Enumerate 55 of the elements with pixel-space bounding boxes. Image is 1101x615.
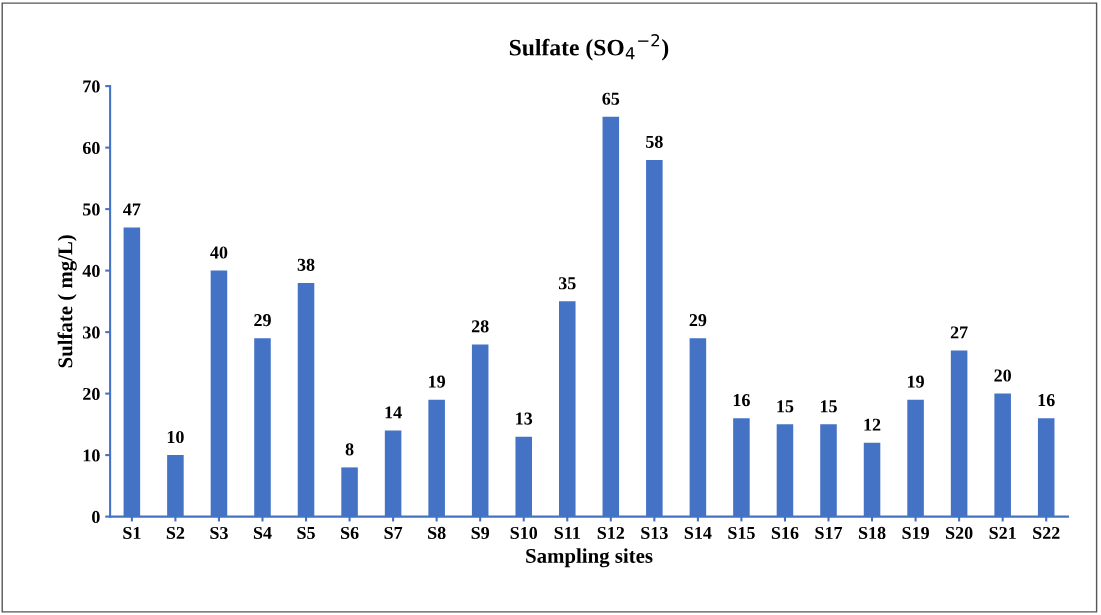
x-tick-label: S18 — [858, 526, 886, 540]
x-tick-label: S9 — [471, 526, 490, 540]
data-label: 14 — [385, 406, 402, 419]
x-tick-label: S22 — [1033, 526, 1060, 540]
y-tick-label: 40 — [82, 264, 100, 278]
data-label: 8 — [345, 443, 354, 456]
chart-title: Sulfate (SO$_{4}$$^{−2}$) — [509, 34, 669, 61]
data-label: 29 — [254, 314, 271, 327]
x-tick-label: S15 — [728, 526, 755, 540]
x-tick-label: S8 — [428, 526, 446, 540]
data-label: 65 — [602, 92, 620, 105]
x-tick-label: S14 — [684, 526, 712, 540]
x-tick-label: S7 — [384, 526, 403, 540]
y-tick-label: 60 — [82, 141, 100, 155]
data-label: 16 — [1038, 394, 1055, 407]
y-axis-title: Sulfate ( mg/L) — [57, 235, 77, 368]
data-label: 27 — [950, 326, 968, 339]
data-label: 16 — [733, 394, 750, 407]
data-label: 15 — [777, 400, 794, 413]
data-label: 28 — [471, 320, 489, 333]
data-label: 58 — [646, 135, 663, 148]
x-tick-label: S1 — [123, 526, 141, 540]
data-label: 40 — [210, 246, 228, 259]
x-tick-label: S6 — [341, 526, 359, 540]
x-tick-label: S10 — [510, 526, 538, 540]
x-tick-label: S16 — [771, 526, 799, 540]
y-tick-label: 0 — [92, 510, 100, 524]
data-label: 35 — [558, 277, 576, 290]
x-tick-label: S4 — [253, 526, 272, 540]
data-label: 38 — [297, 258, 315, 271]
y-tick-label: 20 — [83, 387, 100, 401]
x-tick-label: S17 — [815, 526, 843, 540]
x-tick-label: S13 — [641, 526, 668, 540]
data-label: 20 — [994, 369, 1011, 382]
x-tick-label: S12 — [597, 526, 625, 540]
data-label: 47 — [123, 203, 141, 216]
x-tick-label: S19 — [902, 526, 929, 540]
x-tick-label: S11 — [554, 526, 580, 540]
data-label: 15 — [820, 400, 837, 413]
data-label: 29 — [689, 314, 707, 327]
data-label: 12 — [864, 418, 881, 431]
y-tick-label: 30 — [83, 326, 100, 339]
x-tick-label: S20 — [946, 526, 973, 540]
data-label: 10 — [167, 430, 184, 444]
y-tick-label: 50 — [83, 203, 100, 216]
x-tick-label: S5 — [297, 526, 315, 540]
data-label: 19 — [429, 375, 446, 388]
x-axis-title: Sampling sites — [526, 548, 653, 568]
x-tick-label: S21 — [989, 526, 1016, 540]
x-tick-label: S3 — [210, 526, 228, 540]
data-label: 13 — [516, 412, 533, 425]
data-label: 19 — [908, 375, 924, 388]
x-tick-label: S2 — [166, 526, 185, 540]
y-tick-label: 70 — [83, 80, 100, 93]
y-tick-label: 10 — [83, 449, 100, 462]
